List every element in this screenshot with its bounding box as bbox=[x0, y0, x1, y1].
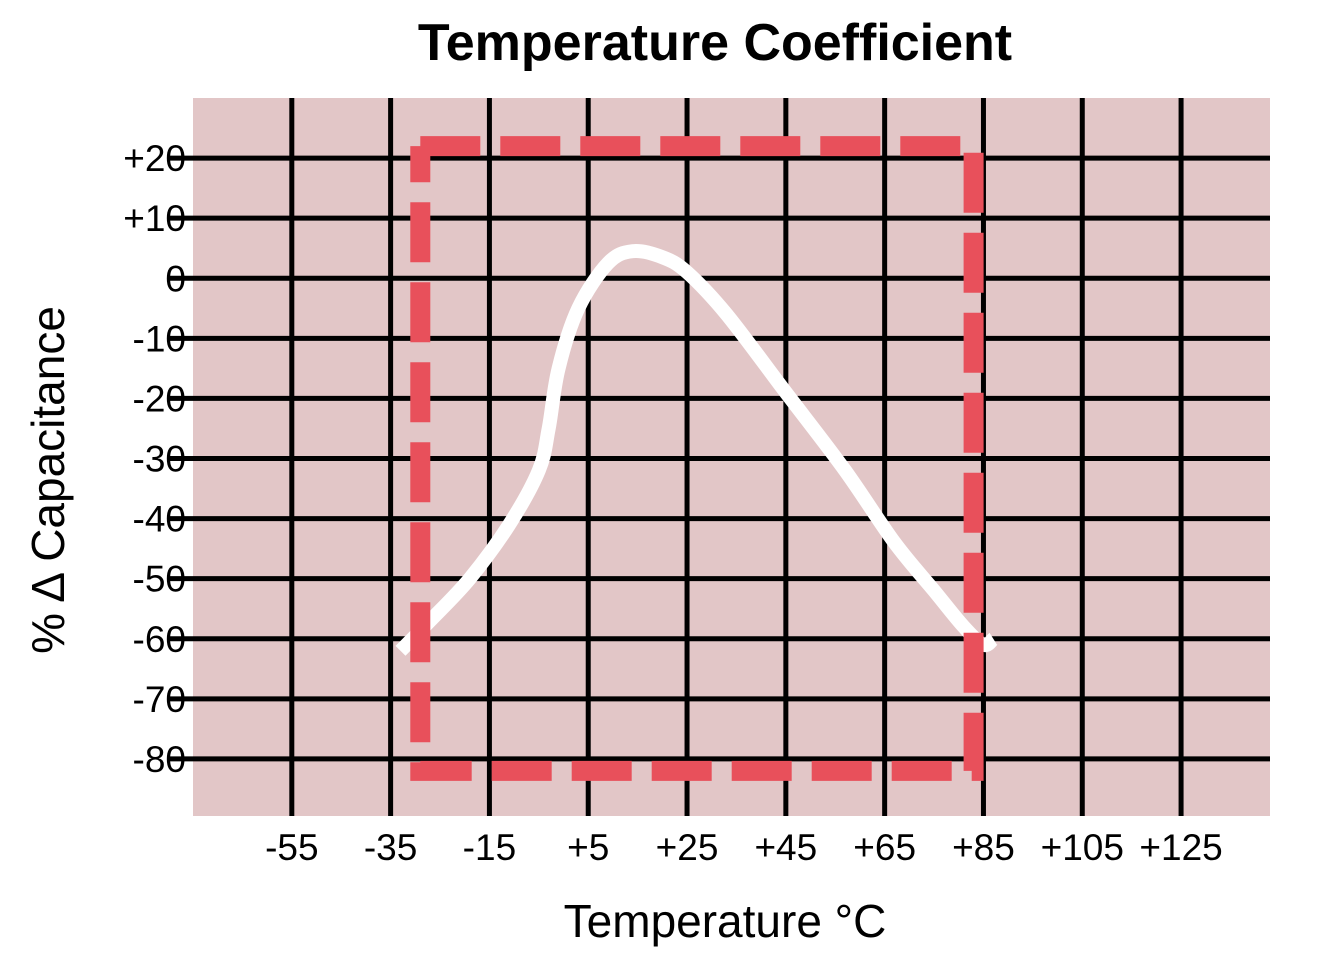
x-tick-label: +5 bbox=[567, 827, 609, 868]
chart-title: Temperature Coefficient bbox=[418, 14, 1012, 72]
x-tick-label: +105 bbox=[1041, 827, 1124, 868]
y-tick-label: -10 bbox=[133, 318, 186, 359]
y-tick-label: +10 bbox=[123, 198, 186, 239]
y-tick-label: -50 bbox=[133, 559, 186, 600]
x-tick-label: +25 bbox=[656, 827, 719, 868]
y-tick-label: -80 bbox=[133, 739, 186, 780]
x-tick-label: -55 bbox=[265, 827, 318, 868]
x-tick-label: -35 bbox=[364, 827, 417, 868]
y-tick-label: -20 bbox=[133, 378, 186, 419]
y-tick-label: 0 bbox=[165, 258, 186, 299]
y-tick-label: -30 bbox=[133, 439, 186, 480]
x-tick-label: +85 bbox=[952, 827, 1015, 868]
capacitance-curve bbox=[395, 244, 999, 656]
y-tick-label: -40 bbox=[133, 499, 186, 540]
x-axis-label: Temperature °C bbox=[564, 895, 887, 947]
y-tick-label: +20 bbox=[123, 138, 186, 179]
tolerance-limit-box bbox=[410, 136, 984, 781]
tick-labels: -55 -35 -15 +5 +25 +45 +65 +85 +105 +125 +20 +10 0 -1… bbox=[123, 138, 1223, 868]
x-tick-label: +65 bbox=[853, 827, 916, 868]
y-tick-label: -70 bbox=[133, 679, 186, 720]
series bbox=[395, 136, 999, 781]
grid bbox=[168, 98, 1270, 816]
y-axis-label: % Δ Capacitance bbox=[22, 306, 74, 654]
y-tick-label: -60 bbox=[133, 619, 186, 660]
x-tick-label: +45 bbox=[754, 827, 817, 868]
x-tick-label: +125 bbox=[1139, 827, 1222, 868]
x-tick-label: -15 bbox=[463, 827, 516, 868]
